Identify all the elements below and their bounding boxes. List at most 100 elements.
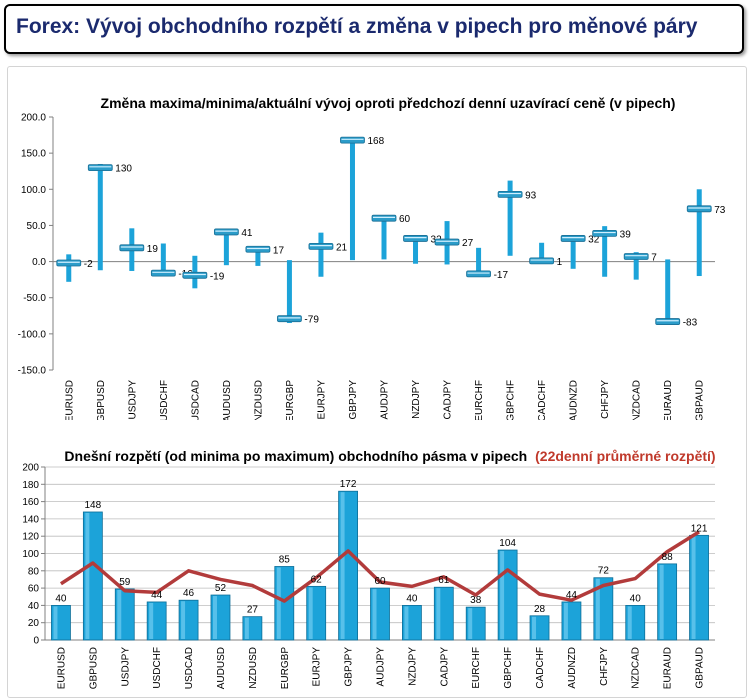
current-marker-body (56, 259, 82, 267)
current-marker (623, 253, 649, 260)
x-tick-label: NZDJPY (411, 380, 422, 419)
current-marker (87, 164, 113, 172)
current-marker-body (213, 228, 239, 236)
current-value-label: 19 (147, 244, 159, 255)
range-chart-title: Změna maxima/minima/aktuální vývoj oprot… (101, 95, 676, 111)
x-tick-label: EURCHF (474, 380, 485, 420)
frame-gap (10, 404, 742, 410)
x-tick-label: AUDUSD (222, 380, 233, 420)
x-tick-label: EURUSD (64, 380, 75, 420)
x-tick-label: AUDJPY (380, 380, 391, 420)
current-marker-body (434, 238, 460, 246)
current-marker (245, 245, 271, 253)
current-marker-body (371, 214, 397, 222)
range-bar (696, 189, 702, 277)
range-bar (318, 232, 324, 277)
range-bar (381, 216, 387, 260)
x-tick-label: CADJPY (443, 380, 454, 420)
current-value-label: 93 (525, 190, 537, 201)
current-marker-body (277, 315, 302, 323)
y-tick-label: 0.0 (32, 257, 46, 268)
current-marker-body (655, 318, 681, 325)
range-bar (286, 260, 292, 324)
x-tick-label: EURJPY (316, 380, 327, 420)
current-marker-body (497, 190, 523, 198)
current-value-label: 32 (588, 234, 600, 245)
range-bar (223, 231, 229, 266)
current-value-label: -83 (683, 318, 698, 329)
current-value-label: -17 (494, 270, 509, 281)
range-bar (633, 252, 639, 280)
current-marker-body (686, 205, 712, 213)
current-marker (308, 242, 334, 250)
current-value-label: 17 (273, 245, 285, 256)
y-tick-label: -50.0 (23, 293, 46, 304)
current-marker-body (623, 253, 649, 260)
x-tick-label: EURGBP (285, 380, 296, 420)
x-tick-label: CHFJPY (600, 380, 611, 419)
current-value-label: 7 (651, 253, 657, 264)
current-marker (560, 235, 586, 242)
y-tick-label: 200.0 (21, 113, 46, 124)
current-marker-body (245, 245, 271, 253)
range-bar (570, 237, 576, 269)
current-marker (371, 214, 397, 222)
range-bar (160, 243, 166, 276)
x-tick-label: NZDUSD (253, 380, 264, 420)
current-value-label: 73 (714, 205, 726, 216)
page-title: Forex: Vývoj obchodního rozpětí a změna … (16, 15, 698, 38)
y-tick-label: 150.0 (21, 149, 46, 160)
current-marker (277, 315, 302, 323)
current-marker-body (308, 242, 334, 250)
range-bar (602, 226, 608, 277)
current-marker-body (592, 229, 618, 237)
current-value-label: 21 (336, 242, 348, 253)
current-marker (686, 205, 712, 213)
range-bar (476, 247, 482, 275)
y-tick-label: 50.0 (27, 221, 47, 232)
page-title-box: Forex: Vývoj obchodního rozpětí a změna … (4, 4, 744, 54)
x-tick-label: GBPAUD (695, 380, 706, 420)
range-bar (97, 163, 103, 271)
current-marker-body (150, 269, 176, 277)
current-marker (434, 238, 460, 246)
x-tick-label: USDCAD (190, 380, 201, 420)
x-tick-label: CADCHF (537, 380, 548, 420)
current-marker (655, 318, 681, 325)
range-chart: Změna maxima/minima/aktuální vývoj oprot… (18, 95, 726, 420)
x-tick-label: GBPUSD (96, 380, 107, 420)
current-value-label: -2 (84, 259, 93, 270)
current-marker-body (560, 235, 586, 242)
x-tick-label: GBPCHF (506, 380, 517, 420)
x-tick-label: USDCHF (159, 380, 170, 420)
y-tick-label: 100.0 (21, 185, 46, 196)
y-tick-label: -150.0 (18, 366, 47, 377)
range-bar (66, 254, 72, 282)
current-marker-body (403, 235, 428, 242)
current-value-label: -79 (304, 315, 319, 326)
current-marker-body (87, 164, 113, 172)
current-marker-body (340, 136, 365, 144)
x-tick-label: USDJPY (127, 380, 138, 420)
y-tick-label: -100.0 (18, 329, 47, 340)
current-marker (403, 235, 428, 242)
range-bar (539, 242, 545, 262)
x-tick-label: AUDNZD (569, 380, 580, 420)
current-marker-body (529, 257, 555, 265)
range-bar (665, 259, 671, 323)
current-value-label: 130 (115, 164, 132, 175)
current-marker (213, 228, 239, 236)
range-bar (349, 137, 355, 261)
x-tick-label: GBPJPY (348, 380, 359, 420)
current-value-label: 1 (557, 257, 563, 268)
range-bar (507, 180, 513, 256)
range-bar (255, 247, 261, 266)
current-value-label: -19 (210, 271, 225, 282)
current-marker (119, 244, 145, 252)
x-tick-label: EURAUD (663, 380, 674, 420)
x-tick-label: NZDCAD (632, 380, 643, 420)
current-marker (56, 259, 82, 267)
current-marker (497, 190, 523, 198)
current-marker-body (119, 244, 145, 252)
current-value-label: 39 (620, 229, 632, 240)
